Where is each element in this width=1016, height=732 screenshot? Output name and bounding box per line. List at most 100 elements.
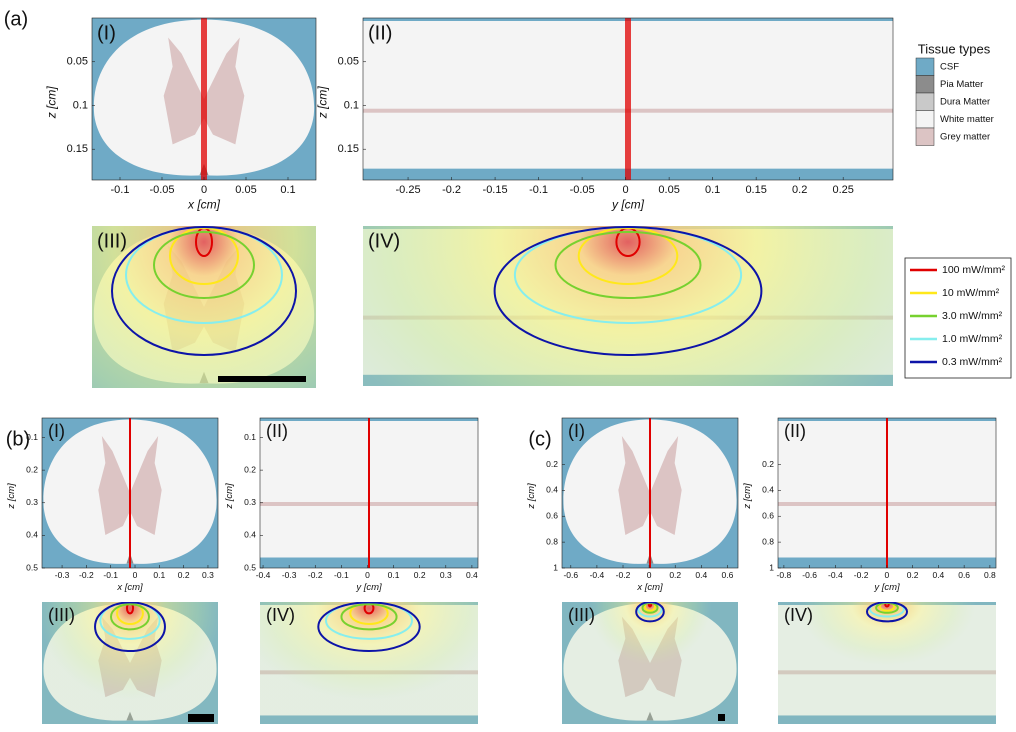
x-tick-label: 0.2 <box>414 570 426 580</box>
legend-title: Tissue types <box>918 41 991 56</box>
z-axis-label: z [cm] <box>224 483 235 510</box>
x-tick-label: -0.8 <box>777 570 792 580</box>
x-tick-label: -0.05 <box>570 184 595 196</box>
z-tick-label: 0.05 <box>67 56 88 68</box>
view-label: (II) <box>368 22 392 44</box>
z-tick-label: 0.1 <box>73 99 88 111</box>
x-axis-label: x [cm] <box>636 582 663 593</box>
x-axis-label: y [cm] <box>355 582 382 593</box>
x-tick-label: 0.2 <box>178 570 190 580</box>
view-1: -0.6-0.4-0.200.20.40.60.20.40.60.81x [cm… <box>526 418 738 593</box>
x-tick-label: 0.2 <box>669 570 681 580</box>
x-axis-label: x [cm] <box>116 582 143 593</box>
z-tick-label: 1 <box>769 562 774 572</box>
fiber <box>886 418 888 568</box>
z-axis-label: z [cm] <box>316 86 330 120</box>
x-tick-label: -0.1 <box>111 184 130 196</box>
x-tick-label: -0.1 <box>103 570 118 580</box>
x-tick-label: -0.1 <box>529 184 548 196</box>
legend-label: 1.0 mW/mm² <box>942 333 1003 345</box>
view-label: (IV) <box>368 230 400 252</box>
x-tick-label: 0.1 <box>388 570 400 580</box>
legend-label: Grey matter <box>940 132 990 143</box>
z-tick-label: 0.3 <box>244 497 256 507</box>
z-tick-label: 0.4 <box>244 530 256 540</box>
x-tick-label: -0.15 <box>483 184 508 196</box>
legend-label: CSF <box>940 62 959 73</box>
z-tick-label: 0.5 <box>26 562 38 572</box>
x-tick-label: -0.2 <box>442 184 461 196</box>
z-tick-label: 0.2 <box>26 464 38 474</box>
legend-swatch <box>916 111 934 129</box>
legend-label: 100 mW/mm² <box>942 264 1006 276</box>
view-label: (III) <box>48 605 75 625</box>
view-label: (I) <box>48 421 65 441</box>
x-tick-label: 0.1 <box>280 184 295 196</box>
z-tick-label: 0.1 <box>26 432 38 442</box>
view-label: (III) <box>568 605 595 625</box>
x-tick-label: 0.4 <box>932 570 944 580</box>
x-tick-label: -0.2 <box>79 570 94 580</box>
z-tick-label: 0.5 <box>244 562 256 572</box>
legend-label: Pia Matter <box>940 79 983 90</box>
view-2: -0.4-0.3-0.2-0.100.10.20.30.40.10.20.30.… <box>224 418 478 593</box>
z-tick-label: 0.15 <box>338 143 359 155</box>
z-tick-label: 0.2 <box>244 464 256 474</box>
z-axis-label: z [cm] <box>526 483 537 510</box>
x-tick-label: 0 <box>365 570 370 580</box>
x-tick-label: 0.15 <box>745 184 766 196</box>
legend-label: 3.0 mW/mm² <box>942 310 1003 322</box>
irradiance-map <box>363 226 893 386</box>
z-tick-label: 0.4 <box>26 530 38 540</box>
x-tick-label: -0.3 <box>282 570 297 580</box>
z-tick-label: 0.2 <box>546 459 558 469</box>
view-label: (II) <box>266 421 288 441</box>
view-1: -0.3-0.2-0.100.10.20.30.10.20.30.40.5x [… <box>6 418 218 593</box>
view-4: (IV) <box>778 602 996 724</box>
x-tick-label: -0.2 <box>308 570 323 580</box>
z-axis-label: z [cm] <box>45 86 59 120</box>
z-tick-label: 0.8 <box>546 536 558 546</box>
fiber <box>649 418 651 568</box>
z-tick-label: 0.4 <box>762 485 774 495</box>
z-tick-label: 0.05 <box>338 56 359 68</box>
x-tick-label: -0.6 <box>563 570 578 580</box>
view-3: (III) <box>92 226 316 388</box>
fiber <box>129 418 131 568</box>
legend-swatch <box>916 93 934 111</box>
x-tick-label: 0.8 <box>984 570 996 580</box>
page: (a) -0.1 -0.05 0 0.05 0.1 0.05 0.1 0.15 x [cm] z [… <box>0 0 1016 732</box>
x-tick-label: 0 <box>647 570 652 580</box>
legend-label: 0.3 mW/mm² <box>942 356 1003 368</box>
x-tick-label: -0.3 <box>55 570 70 580</box>
z-tick-label: 0.8 <box>762 536 774 546</box>
x-tick-label: 0.05 <box>235 184 256 196</box>
x-tick-label: -0.25 <box>396 184 421 196</box>
x-tick-label: 0 <box>201 184 207 196</box>
z-axis-label: z [cm] <box>6 483 17 510</box>
legend-label: 10 mW/mm² <box>942 287 1000 299</box>
x-tick-label: -0.4 <box>828 570 843 580</box>
x-tick-label: 0.4 <box>466 570 478 580</box>
x-axis-label: x [cm] <box>187 197 221 211</box>
legend-label: Dura Matter <box>940 97 990 108</box>
scale-bar <box>718 714 725 721</box>
z-tick-label: 0.4 <box>546 485 558 495</box>
z-tick-label: 0.6 <box>546 511 558 521</box>
view-label: (III) <box>97 230 127 252</box>
z-tick-label: 0.2 <box>762 459 774 469</box>
fiber <box>368 418 370 568</box>
x-tick-label: -0.4 <box>256 570 271 580</box>
view-label: (I) <box>568 421 585 441</box>
view-3: (III) <box>42 602 218 724</box>
legend-swatch <box>916 76 934 94</box>
x-tick-label: 0.25 <box>832 184 853 196</box>
view-label: (II) <box>784 421 806 441</box>
z-tick-label: 0.15 <box>67 143 88 155</box>
x-tick-label: -0.1 <box>334 570 349 580</box>
panel-label: (a) <box>4 8 28 30</box>
view-3: (III) <box>562 602 738 724</box>
view-2: -0.25-0.2-0.15-0.1-0.0500.050.10.150.20.… <box>316 18 893 211</box>
